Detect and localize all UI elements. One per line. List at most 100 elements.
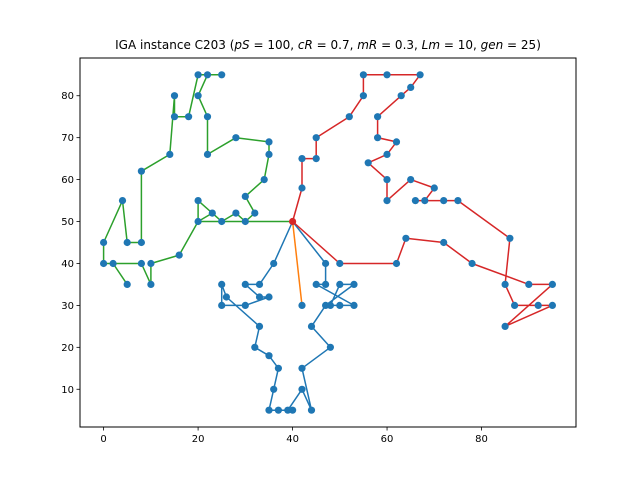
customer-point	[203, 71, 212, 79]
customer-point	[137, 167, 145, 175]
customer-point	[501, 322, 509, 330]
title-param-value: = 0.3,	[377, 38, 421, 52]
title-param-name: mR	[357, 38, 377, 52]
x-tick-label: 60	[381, 434, 394, 445]
customer-point	[510, 301, 519, 309]
customer-point	[241, 280, 249, 288]
customer-point	[166, 150, 174, 158]
customer-point	[284, 406, 292, 414]
customer-point	[298, 364, 306, 372]
y-tick-label: 50	[61, 217, 74, 228]
customer-point	[251, 343, 259, 351]
customer-point	[383, 150, 391, 158]
customer-point	[208, 209, 216, 217]
customer-point	[147, 259, 155, 268]
customer-point	[407, 83, 415, 91]
x-tick-label: 80	[475, 434, 488, 445]
customer-point	[336, 301, 344, 309]
customer-point	[548, 301, 557, 309]
customer-point	[312, 280, 320, 288]
customer-point	[468, 259, 476, 268]
customer-point	[359, 92, 367, 100]
customer-point	[137, 259, 145, 268]
customer-point	[345, 113, 353, 121]
customer-point	[374, 134, 382, 142]
customer-point	[534, 301, 542, 309]
customer-point	[350, 280, 358, 288]
customer-point	[407, 176, 415, 184]
customer-point	[222, 293, 230, 301]
customer-point	[265, 406, 273, 414]
x-tick-label: 0	[100, 434, 106, 445]
customer-point	[241, 217, 249, 226]
y-tick-label: 40	[61, 259, 74, 270]
customer-point	[100, 259, 108, 268]
plot-frame	[79, 57, 577, 428]
customer-point	[322, 280, 330, 288]
title-param-value: = 100,	[250, 38, 298, 52]
customer-point	[501, 280, 509, 288]
customer-point	[241, 192, 249, 200]
customer-point	[454, 197, 462, 205]
customer-point	[506, 234, 514, 242]
x-axis: 0 20 40 60 80	[100, 427, 488, 445]
customer-point	[548, 280, 557, 288]
customer-point	[312, 134, 320, 142]
customer-point	[232, 134, 240, 142]
customer-point	[241, 301, 249, 309]
customer-point	[440, 197, 448, 205]
customer-point	[274, 406, 282, 414]
title-prefix: IGA instance C203 (	[115, 38, 234, 52]
customer-point	[147, 280, 155, 288]
customer-point	[218, 217, 226, 226]
customer-point	[440, 238, 448, 247]
customer-point	[270, 385, 278, 393]
title-suffix: )	[536, 38, 541, 52]
customer-point	[392, 259, 401, 268]
customer-point	[525, 280, 533, 288]
customer-point	[411, 197, 419, 205]
customer-point	[374, 113, 382, 121]
customer-point	[359, 71, 367, 79]
customer-point	[383, 71, 391, 79]
title-param-value: = 0.7,	[313, 38, 357, 52]
customer-point	[322, 259, 330, 268]
customer-point	[194, 71, 202, 79]
customer-point	[123, 238, 131, 247]
customer-point	[218, 71, 226, 79]
customer-point	[218, 280, 226, 288]
customer-point	[194, 92, 202, 100]
customer-point	[265, 138, 273, 146]
title-param-name: cR	[298, 38, 313, 52]
title-param-name: pS	[233, 38, 250, 52]
chart-title: IGA instance C203 (pS = 100, cR = 0.7, m…	[115, 38, 541, 52]
customer-point	[274, 364, 282, 372]
x-tick-label: 20	[192, 434, 205, 445]
y-tick-label: 20	[61, 343, 74, 354]
customer-point	[137, 238, 145, 247]
customer-point	[255, 280, 264, 288]
customer-point	[170, 113, 179, 121]
customer-point	[307, 322, 316, 330]
customer-point	[298, 184, 306, 192]
y-tick-label: 60	[61, 175, 74, 186]
customer-point	[170, 92, 179, 100]
customer-point	[109, 259, 117, 268]
customer-point	[312, 155, 320, 163]
customer-point	[203, 113, 212, 121]
customer-point	[255, 293, 264, 301]
customer-point	[402, 234, 410, 242]
y-axis: 10 20 30 40 50 60 70 80	[61, 91, 80, 396]
title-param-name: gen	[481, 38, 504, 52]
customer-point	[194, 197, 202, 205]
customer-point	[260, 176, 268, 184]
route-line-3	[291, 221, 303, 306]
x-tick-label: 40	[286, 434, 299, 445]
customer-point	[350, 301, 358, 309]
customer-point	[194, 217, 202, 226]
customer-point	[430, 184, 438, 192]
title-param-value: = 25	[503, 38, 536, 52]
points	[100, 71, 557, 414]
